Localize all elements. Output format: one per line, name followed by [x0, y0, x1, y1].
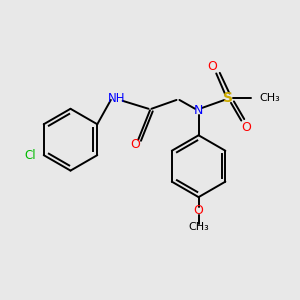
Text: Cl: Cl [25, 149, 36, 162]
Text: NH: NH [107, 92, 125, 105]
Text: O: O [207, 60, 217, 73]
Text: O: O [194, 204, 203, 217]
Text: O: O [241, 122, 250, 134]
Text: CH₃: CH₃ [188, 222, 209, 232]
Text: CH₃: CH₃ [259, 94, 280, 103]
Text: O: O [130, 138, 140, 151]
Text: S: S [223, 92, 233, 106]
Text: N: N [194, 104, 203, 117]
